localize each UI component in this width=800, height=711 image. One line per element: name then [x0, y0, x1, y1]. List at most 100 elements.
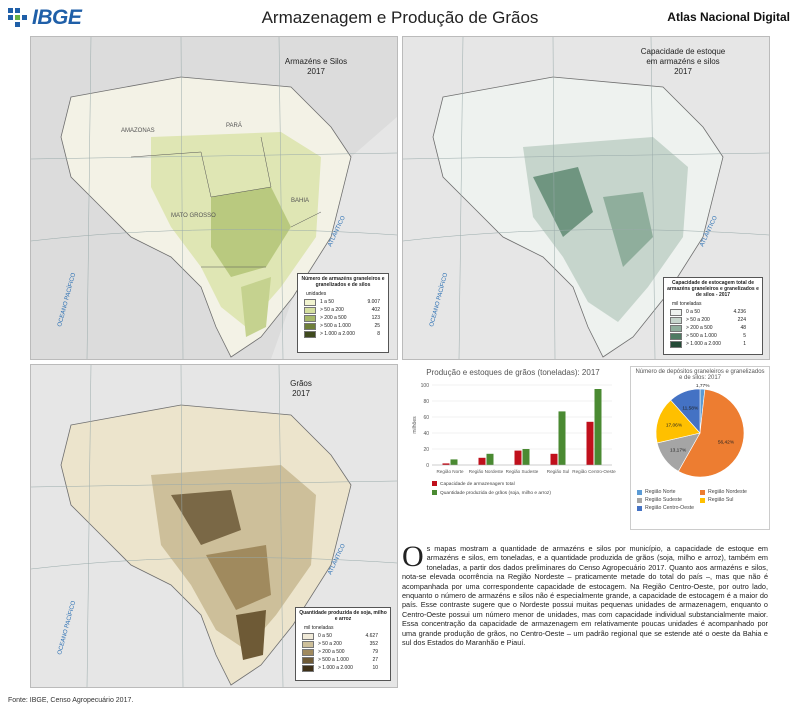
- legend-swatch: [304, 306, 316, 314]
- legend-value: 79: [372, 649, 378, 655]
- legend-value: 123: [371, 315, 380, 321]
- map3-title-line2: 2017: [292, 389, 310, 398]
- pie-legend-swatch: [637, 489, 642, 495]
- legend-swatch: [304, 314, 316, 322]
- legend-label: > 200 a 500: [686, 325, 713, 331]
- legend-value: 10: [372, 665, 378, 671]
- map3-legend-title: Quantidade produzida de soja, milho e ar…: [299, 610, 387, 622]
- legend-label: > 50 a 200: [686, 317, 710, 323]
- bar-legend-label: Capacidade de armazenagem total: [440, 481, 515, 487]
- pie-legend-label: Região Centro-Oeste: [645, 505, 695, 511]
- label-mato-grosso: MATO GROSSO: [171, 213, 216, 219]
- bar-producao: [558, 411, 566, 465]
- legend-value: 4.236: [733, 309, 746, 315]
- legend-label: > 500 a 1.000: [686, 333, 717, 339]
- map3-title: Grãos 2017: [271, 379, 331, 399]
- description-body: s mapas mostram a quantidade de armazéns…: [402, 544, 768, 648]
- legend-row: > 500 a 1.000 25: [298, 322, 388, 330]
- legend-row: 1 a 50 9.007: [298, 298, 388, 306]
- map1-legend-rows: 1 a 50 9.007 > 50 a 200 402 > 200 a 500 123 > …: [298, 298, 388, 338]
- legend-label: 0 a 50: [686, 309, 700, 315]
- map2-title: Capacidade de estoque em armazéns e silo…: [613, 47, 753, 77]
- x-tick-label: Região Norte: [436, 469, 464, 474]
- map-armazens: AMAZONAS PARÁ MATO GROSSO BAHIA ATLÂNTIC…: [31, 37, 397, 359]
- legend-value: 1: [743, 341, 746, 347]
- map1-legend: Número de armazéns graneleiros e graneli…: [297, 273, 389, 353]
- legend-row: > 50 a 200 352: [296, 640, 390, 648]
- legend-swatch: [670, 340, 682, 348]
- pie-slice: [670, 388, 701, 434]
- legend-row: > 50 a 200 402: [298, 306, 388, 314]
- map2-legend-rows: 0 a 50 4.236 > 50 a 200 224 > 200 a 500 48 > 5…: [664, 308, 762, 348]
- legend-value: 224: [737, 317, 746, 323]
- legend-label: 1 a 50: [320, 299, 334, 305]
- map3-title-line1: Grãos: [290, 379, 312, 388]
- pie-chart-panel: Número de depósitos graneleiros e granel…: [630, 366, 770, 530]
- bar-capacidade: [550, 453, 558, 465]
- bar-capacidade: [586, 421, 594, 465]
- pie-legend-item: Região Sul: [700, 496, 763, 504]
- legend-value: 8: [377, 331, 380, 337]
- bar-producao: [450, 459, 458, 465]
- legend-row: > 500 a 1.000 5: [664, 332, 762, 340]
- bar-producao: [522, 449, 530, 465]
- pie-slice: [655, 399, 701, 444]
- pie-legend-swatch: [637, 497, 642, 503]
- logo-text: IBGE: [32, 6, 82, 29]
- bar-legend-label: Quantidade produzida de grãos (soja, mil…: [440, 490, 551, 496]
- legend-swatch: [302, 656, 314, 664]
- atlas-label: Atlas Nacional Digital: [667, 10, 790, 24]
- map2-legend-header: mil toneladas: [672, 301, 702, 307]
- legend-row: > 200 a 500 123: [298, 314, 388, 322]
- pie-chart: 1,77% 56,42% 13,17% 17,06% 11,58%: [655, 383, 745, 478]
- pie-legend-swatch: [700, 489, 705, 495]
- legend-value: 25: [374, 323, 380, 329]
- source-note: Fonte: IBGE, Censo Agropecuário 2017.: [8, 697, 134, 704]
- bar-legend-swatch: [432, 490, 437, 495]
- legend-label: > 200 a 500: [320, 315, 347, 321]
- y-tick-label: 80: [423, 399, 429, 405]
- pie-legend: Região Norte Região Nordeste Região Sudest…: [631, 488, 769, 512]
- pie-slice-label: 56,42%: [718, 439, 735, 445]
- bar-producao: [486, 453, 494, 465]
- map2-title-line3: 2017: [674, 67, 692, 76]
- pie-slice-label: 1,77%: [696, 383, 710, 389]
- bar-chart-panel: Produção e estoques de grãos (toneladas)…: [402, 368, 624, 528]
- pie-legend-label: Região Nordeste: [708, 489, 747, 495]
- pie-legend-swatch: [637, 505, 642, 511]
- legend-swatch: [302, 664, 314, 672]
- bar-producao: [594, 389, 602, 465]
- pie-legend-item: Região Centro-Oeste: [637, 504, 700, 512]
- map3-legend-header: mil toneladas: [304, 625, 334, 631]
- legend-label: > 50 a 200: [320, 307, 344, 313]
- legend-label: 0 a 50: [318, 633, 332, 639]
- label-amazonas: AMAZONAS: [121, 128, 155, 134]
- y-tick-label: 0: [426, 463, 429, 469]
- legend-swatch: [304, 322, 316, 330]
- pie-legend-item: Região Nordeste: [700, 488, 763, 496]
- map2-legend: Capacidade de estocagem total de armazén…: [663, 277, 763, 355]
- legend-row: > 1.000 a 2.000 8: [298, 330, 388, 338]
- map2-legend-title: Capacidade de estocagem total de armazén…: [667, 280, 759, 298]
- legend-row: > 1.000 a 2.000 1: [664, 340, 762, 348]
- bar-chart: 0 20 40 60 80 100 milhões Região Norte Região No…: [412, 383, 616, 496]
- pie-legend-item: Região Norte: [637, 488, 700, 496]
- map1-title: Armazéns e Silos 2017: [261, 57, 371, 77]
- map-armazens-panel: AMAZONAS PARÁ MATO GROSSO BAHIA ATLÂNTIC…: [30, 36, 398, 360]
- legend-swatch: [302, 640, 314, 648]
- pie-legend-item: Região Sudeste: [637, 496, 700, 504]
- legend-row: > 200 a 500 48: [664, 324, 762, 332]
- y-axis-label: milhões: [412, 416, 418, 434]
- legend-label: > 200 a 500: [318, 649, 345, 655]
- legend-label: > 1.000 a 2.000: [320, 331, 355, 337]
- legend-label: > 500 a 1.000: [320, 323, 351, 329]
- pie-slice-label: 17,06%: [666, 423, 683, 429]
- map-capacidade: ATLÂNTICO OCEANO PACÍFICO: [403, 37, 769, 359]
- legend-row: > 200 a 500 79: [296, 648, 390, 656]
- legend-value: 402: [371, 307, 380, 313]
- legend-value: 48: [740, 325, 746, 331]
- legend-row: 0 a 50 4.627: [296, 632, 390, 640]
- legend-value: 5: [743, 333, 746, 339]
- bar-capacidade: [442, 463, 450, 465]
- pie-slice-label: 11,58%: [682, 406, 699, 412]
